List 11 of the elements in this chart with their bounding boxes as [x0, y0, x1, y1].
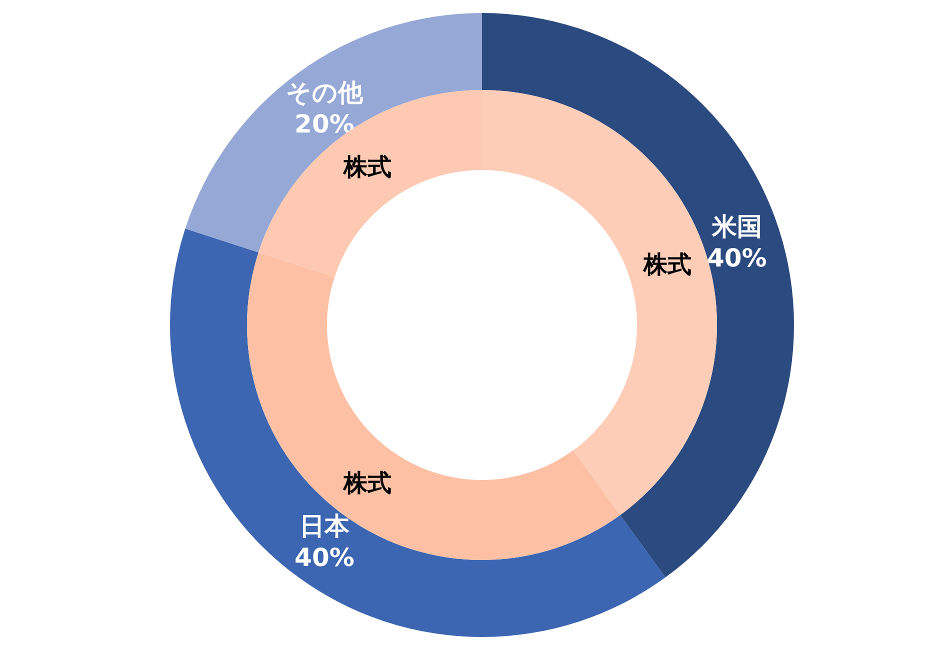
slice-label: 株式	[342, 153, 392, 182]
data-label: 20%	[294, 109, 354, 138]
donut-slice	[185, 13, 482, 252]
data-label: 40%	[706, 243, 767, 272]
slice-label: 日本	[299, 512, 350, 541]
donut-slice	[482, 13, 794, 578]
slice-label: 米国	[710, 212, 762, 242]
data-label: 40%	[294, 542, 354, 572]
slice-label: 株式	[342, 468, 392, 497]
slice-label: 株式	[642, 250, 692, 279]
slice-label: その他	[286, 78, 364, 108]
